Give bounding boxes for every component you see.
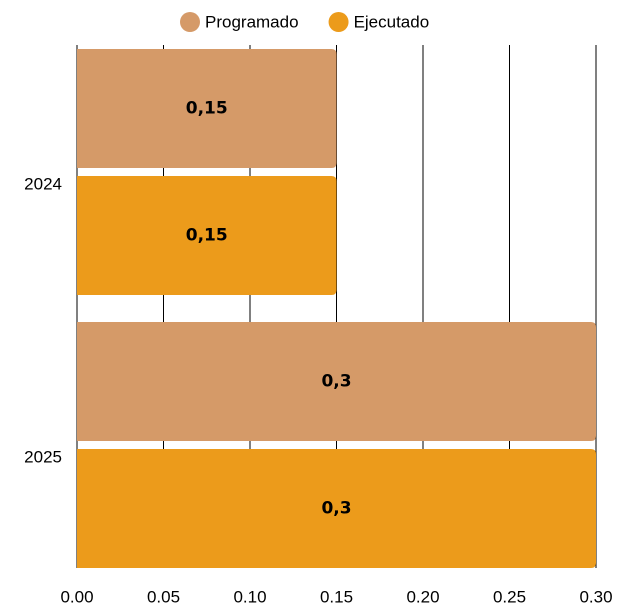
bar [77, 176, 337, 295]
legend-marker [180, 12, 200, 32]
y-tick-label: 2025 [24, 447, 62, 466]
legend-marker [328, 12, 349, 32]
x-tick-label: 0.25 [493, 587, 526, 606]
bar [77, 449, 596, 568]
x-tick-label: 0.05 [147, 587, 180, 606]
value-label: 0,15 [186, 226, 228, 246]
x-tick-label: 0.20 [406, 587, 439, 606]
legend-label: Ejecutado [354, 12, 430, 31]
x-tick-label: 0.00 [60, 587, 93, 606]
y-tick-label: 2024 [24, 174, 62, 193]
value-label: 0,3 [321, 372, 351, 392]
value-label: 0,15 [186, 99, 228, 119]
bar [77, 49, 337, 168]
legend-label: Programado [205, 12, 299, 31]
x-tick-label: 0.10 [233, 587, 266, 606]
value-label: 0,3 [321, 499, 351, 519]
bar [77, 322, 596, 441]
x-tick-label: 0.30 [579, 587, 612, 606]
x-tick-label: 0.15 [320, 587, 353, 606]
